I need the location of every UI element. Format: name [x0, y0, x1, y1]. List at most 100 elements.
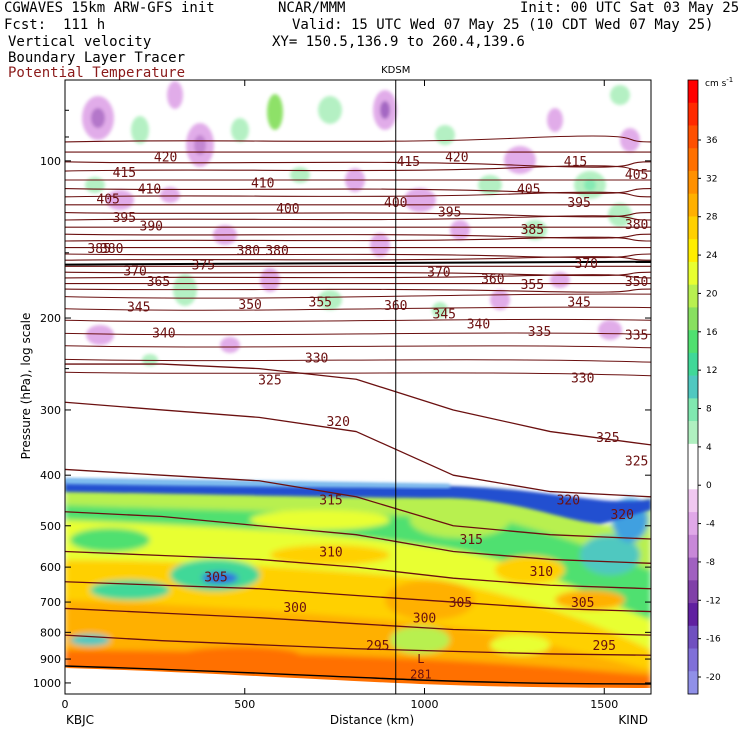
- plot-frame: [64, 79, 652, 695]
- x-axis-label: Distance (km): [330, 713, 414, 727]
- theta-label: 295: [366, 639, 389, 654]
- colorbar-swatch: [688, 261, 698, 285]
- colorbar-swatch: [688, 330, 698, 354]
- theta-line: [65, 135, 651, 143]
- theta-label: 300: [413, 612, 436, 627]
- theta-label: 385: [87, 242, 110, 257]
- colorbar-tick-label: 12: [706, 366, 717, 376]
- y-axis: 100 200 300 400 500 600 700 800 900 1000: [33, 79, 651, 690]
- x-axis: 0 500 1000 1500: [62, 80, 618, 711]
- colorbar-tick-label: 24: [706, 251, 718, 261]
- colorbar-tick-label: 20: [706, 289, 718, 299]
- theta-line: [65, 253, 651, 259]
- theta-line: [65, 550, 651, 590]
- theta-label: 380: [265, 244, 288, 259]
- colorbar-swatch: [688, 375, 698, 399]
- colorbar-swatch: [688, 466, 698, 490]
- theta-label: 330: [305, 351, 328, 366]
- right-endpoint-label: KIND: [618, 713, 648, 727]
- y-tick-label: 1000: [33, 677, 61, 690]
- colorbar-swatch: [688, 307, 698, 331]
- organization: NCAR/MMM: [278, 0, 346, 16]
- colorbar-swatch: [688, 125, 698, 149]
- colorbar-tick-label: -16: [706, 635, 721, 645]
- theta-label: 305: [204, 570, 227, 585]
- y-tick-label: 600: [40, 561, 61, 574]
- y-tick-label: 900: [40, 653, 61, 666]
- theta-label: 335: [528, 325, 551, 340]
- theta-contour-labels: 4204154104053953903853803703653753803804…: [87, 150, 648, 682]
- theta-label: 345: [433, 307, 456, 322]
- y-tick-label: 400: [40, 469, 61, 482]
- theta-label: 390: [140, 220, 163, 235]
- theta-line: [65, 358, 651, 363]
- colorbar-swatch: [688, 512, 698, 536]
- colorbar-swatch: [688, 443, 698, 467]
- theta-label: 305: [571, 596, 594, 611]
- theta-label: 355: [309, 296, 332, 311]
- theta-label: 350: [625, 275, 648, 290]
- theta-label: 415: [564, 155, 587, 170]
- theta-line: [65, 371, 651, 377]
- colorbar-swatch: [688, 398, 698, 422]
- theta-label: 370: [427, 266, 450, 281]
- theta-label: 350: [238, 298, 261, 313]
- colorbar-tick-label: 16: [706, 328, 718, 338]
- theta-line: [65, 211, 651, 218]
- theta-line: [65, 363, 651, 446]
- field-boundary-layer-tracer: Boundary Layer Tracer: [8, 50, 186, 66]
- theta-line: [65, 233, 651, 239]
- forecast-hour: Fcst: 111 h: [4, 17, 106, 33]
- colorbar-units: cm s-1: [705, 76, 733, 89]
- theta-line: [65, 306, 651, 311]
- colorbar-tick-label: 32: [706, 174, 717, 184]
- theta-label: 340: [152, 326, 175, 341]
- colorbar-swatch: [688, 421, 698, 445]
- theta-label: 380: [625, 218, 648, 233]
- colorbar-swatch: [688, 489, 698, 513]
- theta-label: 305: [449, 596, 472, 611]
- x-tick-label: 500: [234, 698, 255, 711]
- theta-label: 320: [557, 493, 580, 508]
- theta-line: [65, 236, 651, 242]
- theta-label: 315: [319, 493, 342, 508]
- colorbar-swatch: [688, 239, 698, 263]
- x-tick-label: 1000: [411, 698, 439, 711]
- theta-label: 320: [610, 508, 633, 523]
- colorbar-swatch: [688, 534, 698, 558]
- theta-label: 295: [593, 639, 616, 654]
- theta-label: 410: [251, 176, 274, 191]
- theta-label: 370: [575, 257, 598, 272]
- theta-line: [65, 581, 651, 613]
- theta-label: 375: [192, 259, 215, 274]
- theta-line: [65, 256, 651, 261]
- theta-line: [65, 188, 651, 194]
- colorbar-tick-label: 36: [706, 136, 718, 146]
- colorbar-tick-label: 0: [706, 481, 712, 491]
- theta-label: 385: [521, 223, 544, 238]
- y-tick-label: 800: [40, 626, 61, 639]
- surface-label: 281: [410, 668, 432, 682]
- theta-label: 370: [123, 264, 146, 279]
- theta-label: 310: [319, 545, 342, 560]
- colorbar-tick-label: -20: [706, 673, 721, 683]
- theta-line: [65, 165, 651, 172]
- colorbar-swatch: [688, 671, 698, 695]
- theta-label: 355: [521, 278, 544, 293]
- colorbar-swatch: [688, 216, 698, 240]
- valid-time: Valid: 15 UTC Wed 07 May 25 (10 CDT Wed …: [292, 17, 714, 33]
- shaded-fields: [65, 80, 651, 694]
- colorbar-tick-label: -4: [706, 520, 715, 530]
- theta-line-bold: [65, 260, 651, 266]
- colorbar-swatch: [688, 102, 698, 126]
- theta-line: [65, 161, 651, 168]
- colorbar-tick-label: -8: [706, 558, 715, 568]
- theta-label: 395: [438, 205, 461, 220]
- left-endpoint-label: KBJC: [66, 713, 94, 727]
- cross-section-endpoints: XY= 150.5,136.9 to 260.4,139.6: [272, 34, 525, 50]
- theta-label: 325: [596, 431, 619, 446]
- colorbar-tick-label: 8: [706, 405, 712, 415]
- theta-label: 415: [397, 155, 420, 170]
- theta-label: 360: [481, 272, 504, 287]
- theta-label: 395: [567, 196, 590, 211]
